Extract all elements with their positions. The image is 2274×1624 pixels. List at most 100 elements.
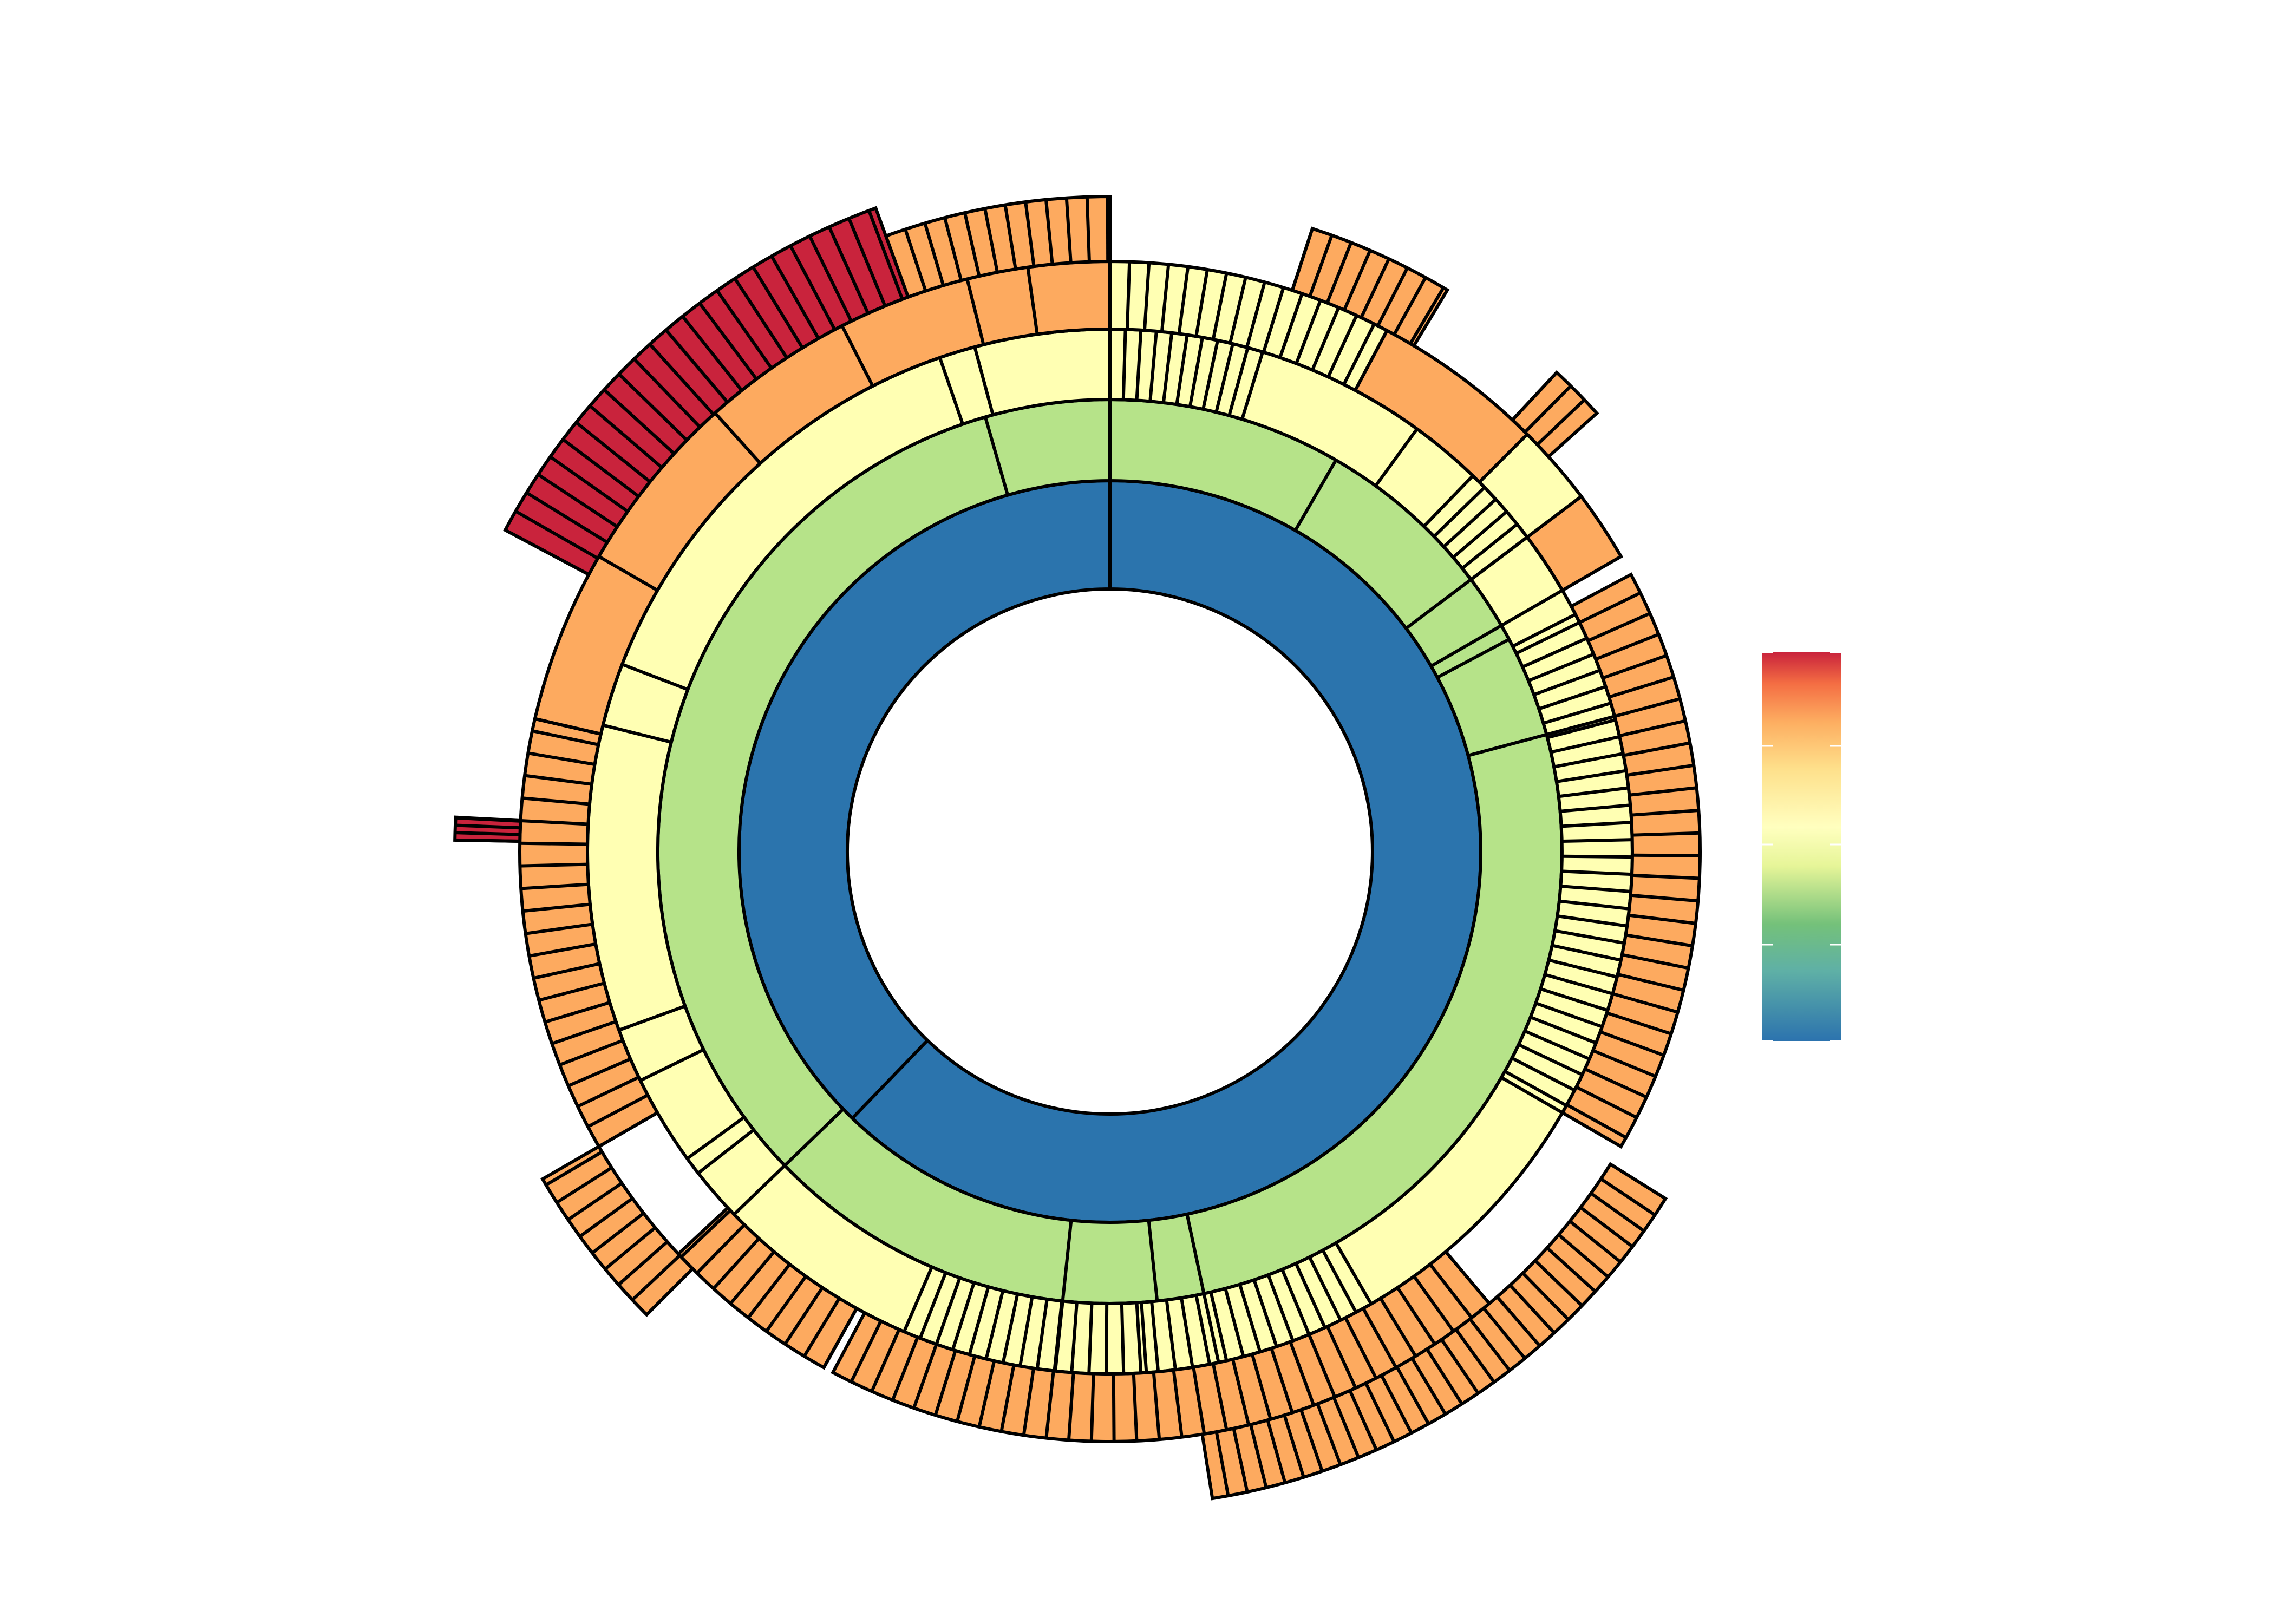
ring-4-cell	[1606, 1011, 1672, 1036]
ring-4-cell	[522, 796, 590, 806]
ring-3-divider	[1546, 715, 1615, 736]
ring-4-cell	[551, 1020, 617, 1045]
ring-3-cell	[984, 1290, 1005, 1360]
ring-3-cell	[1442, 498, 1497, 548]
ring-3-divider	[733, 1164, 786, 1216]
ring-3-cell	[1266, 1274, 1295, 1341]
ring-3-divider	[639, 1048, 704, 1082]
ring-3-cell	[1209, 1292, 1229, 1361]
ring-5-cell	[579, 1197, 633, 1238]
ring-5-cell	[1440, 1338, 1480, 1394]
ring-4-cell	[1089, 1373, 1095, 1442]
ring-6-cell	[561, 438, 640, 498]
ring-5-cell	[1290, 228, 1314, 291]
ring-4-cell	[1142, 263, 1151, 331]
ring-3-cell	[1548, 958, 1618, 979]
ring-3-cell	[1470, 535, 1528, 581]
ring-6-cell	[808, 235, 853, 322]
ring-4-cell	[567, 1057, 631, 1088]
ring-4-cell	[1327, 315, 1358, 378]
ring-3-cell	[1120, 1303, 1126, 1374]
ring-4-cell	[850, 1320, 883, 1383]
ring-4-cell	[1311, 307, 1341, 371]
ring-4-cell	[528, 942, 596, 958]
ring-2-divider	[1293, 459, 1338, 532]
ring-4-cell	[1211, 1363, 1229, 1431]
ring-4-cell	[955, 1355, 977, 1422]
ring-3-cell	[1553, 752, 1624, 769]
ring-4-sector	[1560, 572, 1702, 1149]
ring-6-cell	[867, 209, 904, 300]
ring-4-cell	[1622, 953, 1689, 970]
ring-4-cell	[1595, 632, 1659, 661]
ring-5-cell	[1600, 1177, 1656, 1216]
ring-5-cell	[455, 823, 520, 830]
ring-3-cell	[1560, 885, 1631, 894]
ring-4-cell	[765, 1275, 807, 1333]
ring-5-cell	[1524, 384, 1572, 434]
ring-6-cell	[537, 473, 618, 528]
ring-3-cell	[951, 1282, 976, 1351]
ring-4-cell	[1044, 1371, 1055, 1438]
sunburst-rings	[453, 194, 1702, 1501]
ring-4-cell	[1262, 287, 1285, 353]
ring-4-cell	[1584, 1067, 1648, 1099]
ring-4-cell	[747, 1263, 791, 1319]
ring-4-cell	[520, 862, 588, 868]
ring-4-cell	[977, 1360, 996, 1427]
ring-4-cell	[1575, 1085, 1638, 1119]
ring-3-divider	[1512, 613, 1577, 648]
ring-4-cell	[783, 1286, 824, 1345]
ring-5-cell	[455, 816, 521, 823]
ring-4-cell	[802, 1297, 841, 1357]
ring-4-cell	[1177, 266, 1190, 334]
ring-2-divider	[1405, 578, 1472, 630]
ring-4-cell	[1245, 281, 1266, 348]
ring-4-cell	[1623, 741, 1690, 757]
ring-3-cell	[1070, 1302, 1079, 1373]
ring-3-cell	[1561, 821, 1632, 828]
ring-3-cell	[1521, 637, 1588, 669]
ring-3-cell	[1530, 1016, 1597, 1045]
ring-4-cell	[520, 882, 589, 890]
ring-2-divider	[1467, 732, 1547, 757]
ring-5-cell	[1546, 1246, 1597, 1293]
ring-4-cell	[1194, 269, 1209, 337]
ring-6-cell	[681, 315, 743, 392]
ring-4-cell	[1612, 992, 1678, 1014]
ring-6-cell	[827, 226, 870, 315]
ring-4-cell	[524, 774, 592, 786]
ring-5-cell	[1569, 1220, 1622, 1263]
colorbar	[1762, 651, 1841, 1042]
ring-6-sector	[503, 206, 911, 577]
ring-4-cell	[933, 1350, 957, 1416]
ring-3-cell	[1524, 1029, 1590, 1061]
ring-3-cell	[1560, 803, 1631, 813]
ring-5-cell	[1468, 1318, 1511, 1372]
ring-4-cell	[527, 751, 596, 767]
ring-3-cell	[1540, 987, 1609, 1012]
ring-4-cell	[1022, 1368, 1035, 1436]
ring-4-cell	[532, 729, 599, 746]
ring-5-cell	[617, 1240, 669, 1286]
ring-3-cell	[1515, 621, 1580, 655]
ring-3-cell	[1433, 486, 1486, 538]
ring-5-cell	[1364, 1382, 1396, 1443]
ring-5-cell	[1044, 199, 1054, 265]
ring-3-cell	[1227, 347, 1250, 416]
ring-3-divider	[938, 357, 964, 425]
ring-5-cell	[1454, 1328, 1495, 1383]
ring-4-cell	[1632, 853, 1700, 857]
ring-5-cell	[1249, 1424, 1268, 1488]
ring-3-cell	[1150, 1301, 1160, 1372]
colorbar-ticks	[1762, 651, 1841, 1042]
ring-3-divider	[622, 663, 689, 691]
ring-6-cell	[847, 218, 887, 307]
ring-2-divider	[983, 416, 1010, 496]
ring-3-cell	[1557, 914, 1628, 928]
ring-6-cell	[733, 277, 788, 359]
ring-3-cell	[1556, 769, 1626, 783]
ring-5-cell	[1521, 1272, 1570, 1321]
ring-4-cell	[522, 902, 591, 913]
ring-3-divider	[1140, 1302, 1148, 1373]
